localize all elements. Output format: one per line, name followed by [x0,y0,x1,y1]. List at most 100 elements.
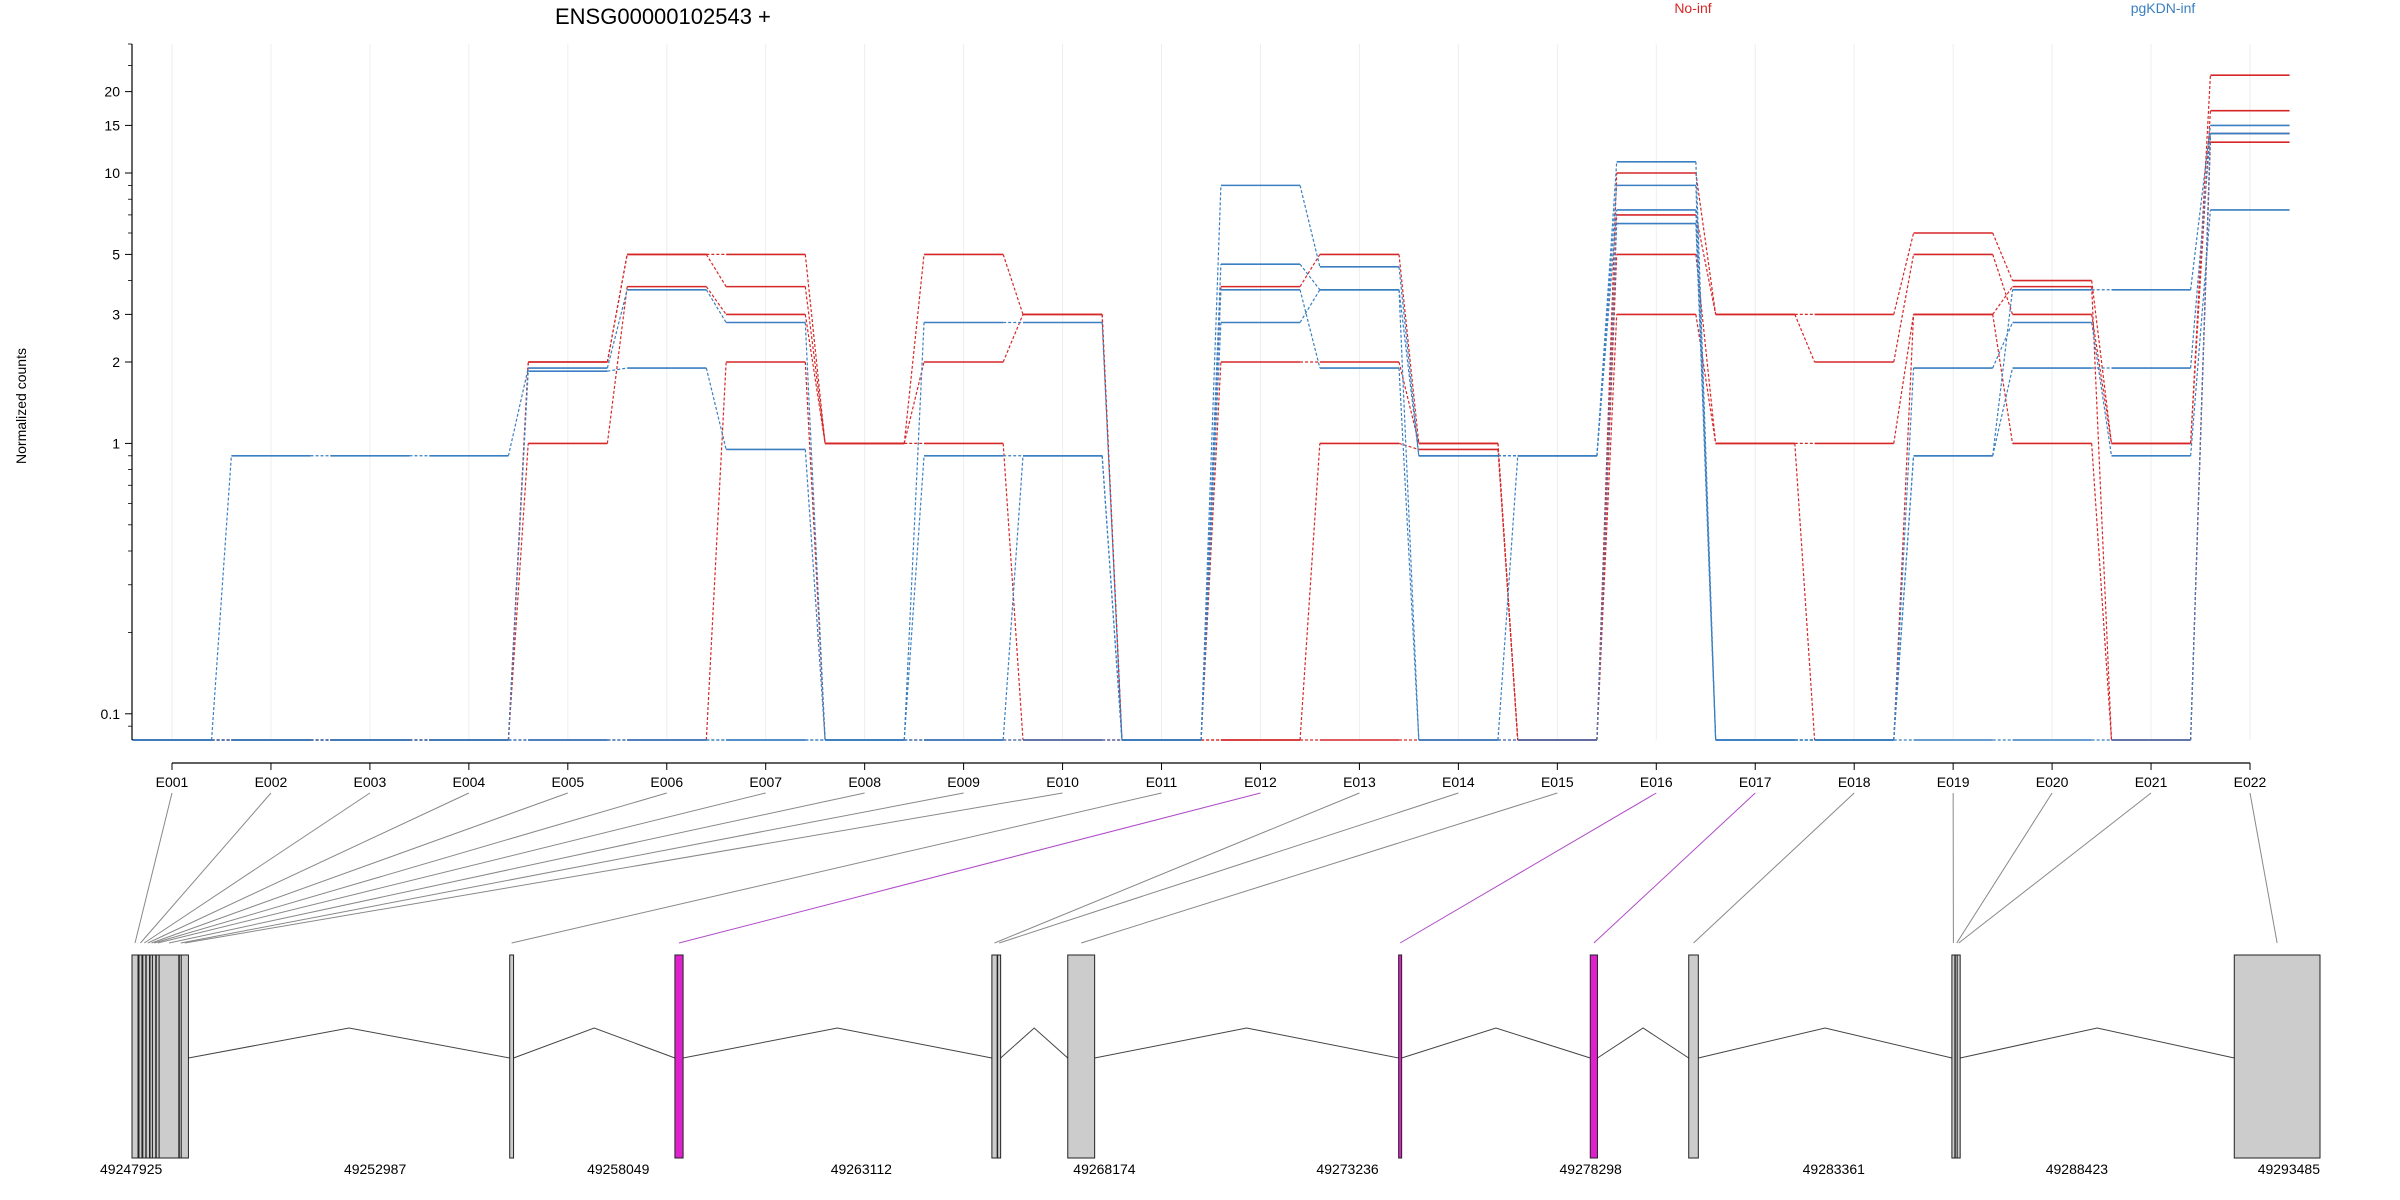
y-tick-label: 0.1 [101,706,121,722]
series-transition [2190,133,2212,369]
series-transition [1398,254,1420,444]
series-transition [1299,289,1321,323]
coordinate-label: 49273236 [1316,1161,1379,1177]
connector-e004 [147,792,470,944]
series-transition [1299,185,1321,267]
connector-e017 [1593,792,1756,944]
x-tick-label-e014: E014 [1442,774,1475,790]
coordinate-label: 49278298 [1560,1161,1623,1177]
y-tick-label: 3 [112,306,120,322]
y-axis-label: Normalized counts [13,348,29,464]
series-transition [903,455,925,741]
series-transition [1893,232,1915,315]
series-transition [1794,314,1816,363]
series-5 [132,124,2290,741]
series-transition [903,322,925,741]
series-transition [1299,254,1321,287]
x-tick-label-e017: E017 [1739,774,1772,790]
connector-e014 [998,792,1459,944]
exon-box-e021 [1956,954,1961,1159]
x-tick-label-e019: E019 [1937,774,1970,790]
exon-box-e010 [180,954,189,1159]
series-transition [1101,455,1123,741]
series-transition [705,361,727,741]
series-transition [1596,314,1618,741]
exon-box-e015 [1067,954,1096,1159]
series-transition [1695,172,1717,315]
grid-lines [171,44,2251,740]
x-tick-label-e011: E011 [1146,774,1178,790]
series-transition [1398,289,1420,741]
series-transition [1299,443,1321,741]
y-tick-label: 10 [104,165,120,181]
series-transition [2091,314,2113,444]
x-tick-label-e010: E010 [1046,774,1079,790]
series-transition [1695,223,1717,741]
series-transition [2091,286,2113,741]
coordinate-label: 49263112 [831,1161,892,1177]
connector-e021 [1958,792,2152,944]
series-3 [132,132,2290,741]
connector-e009 [180,792,964,944]
series-transition [2190,209,2212,456]
series-transition [1596,223,1618,741]
exon-box-e004 [145,954,151,1159]
x-tick-label-e013: E013 [1343,774,1376,790]
intron-line [1698,1027,1953,1059]
series-transition [1992,289,2014,456]
series-transition [705,254,727,287]
connector-e018 [1693,792,1855,944]
coordinate-label: 49258049 [587,1161,650,1177]
series-transition [2190,142,2212,741]
coordinate-label: 49252987 [344,1161,407,1177]
series-transition [2190,133,2212,741]
series-transition [2190,125,2212,290]
series-transition [705,289,727,323]
series-transition [804,449,826,741]
series-transition [1002,455,1024,741]
x-tick-label-e020: E020 [2036,774,2069,790]
series-transition [1893,455,1915,741]
coordinate-label: 49247925 [100,1161,163,1177]
series-transition [903,254,925,444]
series-transition [903,361,925,444]
x-tick-label-e012: E012 [1244,774,1277,790]
series-2 [132,109,2290,741]
series-transition [2091,322,2113,456]
x-tick-label-e022: E022 [2234,774,2267,790]
connector-e022 [2249,792,2278,944]
series-transition [2091,280,2113,444]
connector-e007 [157,792,766,944]
connector-e008 [168,792,865,944]
series-transition [1893,367,1915,741]
series-transition [1893,254,1915,363]
series-layer [132,74,2290,741]
series-transition [1398,367,1420,741]
x-tick-label-e021: E021 [2135,774,2168,790]
series-transition [1002,443,1024,741]
intron-line [513,1027,676,1059]
exon-box-e012 [674,954,684,1159]
intron-line [1401,1027,1591,1059]
series-transition [1200,361,1222,741]
exon-connectors [134,792,2278,944]
series-transition [804,314,826,444]
series-transition [1002,254,1024,315]
exon-box-e006 [151,954,157,1159]
connector-e015 [1081,792,1558,944]
intron-line [1094,1027,1399,1059]
x-tick-label-e003: E003 [354,774,387,790]
exon-box-e017 [1589,954,1598,1159]
series-transition [606,289,628,369]
exon-box-e013 [991,954,998,1159]
y-tick-label: 15 [104,117,120,133]
exon-box-e008 [158,954,180,1159]
series-transition [507,367,529,456]
exon-box-e019 [1951,954,1956,1159]
series-transition [507,371,529,741]
series-1 [132,74,2290,741]
x-tick-label-e008: E008 [848,774,881,790]
x-tick-label-e004: E004 [453,774,486,790]
exon-box-e022 [2233,954,2321,1159]
